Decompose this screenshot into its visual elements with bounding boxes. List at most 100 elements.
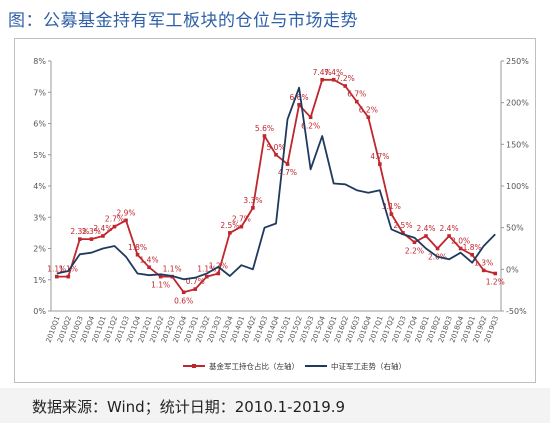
data-label: 2.9% <box>116 208 135 217</box>
series-1-marker <box>181 290 186 295</box>
series-1-marker <box>239 224 244 229</box>
data-label: 2.5% <box>220 221 239 230</box>
data-label: 1.1% <box>59 265 78 274</box>
left-tick-label: 6% <box>33 120 46 129</box>
right-tick-label: 50% <box>506 224 524 233</box>
left-tick-label: 1% <box>33 276 46 285</box>
data-label: 2.5% <box>393 221 412 230</box>
chart-container: 0% 1% 2% 3% 4% 5% 6% 7% 8% -50% 0% 50% 100% 150% 200% 2… <box>14 38 536 383</box>
series-1-marker <box>228 231 232 235</box>
series-1-marker <box>320 77 324 82</box>
series-1-marker <box>112 224 117 229</box>
series-1-marker <box>262 134 267 138</box>
chart-svg: 0% 1% 2% 3% 4% 5% 6% 7% 8% -50% 0% 50% 100% 150% 200% 2… <box>33 57 529 371</box>
series-1-marker <box>124 218 128 223</box>
data-label: 1.1% <box>197 265 216 274</box>
data-label: 2.4% <box>440 224 459 233</box>
series-1-marker <box>354 99 359 104</box>
series-1-marker <box>389 212 394 216</box>
data-label: 1.4% <box>140 255 159 264</box>
data-label: 2.0% <box>451 237 470 246</box>
right-tick-label: 0% <box>506 265 519 274</box>
right-tick-label: 250% <box>506 57 529 66</box>
series-1-marker <box>331 77 336 82</box>
series-1-marker <box>78 237 82 241</box>
data-label: 2.3% <box>82 227 101 236</box>
data-label: 1.8% <box>128 243 147 252</box>
series-1-marker <box>401 231 405 235</box>
data-label: 5.6% <box>255 124 274 133</box>
series-1-marker <box>470 252 474 257</box>
data-label: 0.6% <box>174 296 193 305</box>
series-line-2 <box>56 86 496 281</box>
series-1-marker <box>424 234 428 238</box>
series-1-marker <box>458 246 463 251</box>
series-1-marker <box>66 274 71 279</box>
data-label: 4.7% <box>370 152 389 161</box>
legend-label-2: 中证军工走势（右轴） <box>331 361 406 371</box>
series-1-marker <box>447 234 451 238</box>
page-title: 图：公募基金持有军工板块的仓位与市场走势 <box>8 11 358 31</box>
legend-label-1: 基金军工持仓占比（左轴） <box>209 361 299 371</box>
series-1-marker <box>493 271 498 276</box>
series-1-marker <box>89 237 94 241</box>
data-label: 1.1% <box>47 265 66 274</box>
left-tick-label: 0% <box>33 307 46 316</box>
data-label: 2.7% <box>105 215 124 224</box>
series-1-marker <box>378 162 382 166</box>
right-tick-label: 200% <box>506 99 529 108</box>
series-1-marker <box>297 102 301 107</box>
series-1-marker <box>158 274 163 279</box>
series-1-marker <box>193 287 198 291</box>
series-1-marker <box>147 265 151 270</box>
series-1-marker <box>101 234 105 238</box>
data-label: 6.2% <box>359 105 378 114</box>
data-label: 2.4% <box>93 224 112 233</box>
data-label: 0.7% <box>186 277 205 286</box>
left-tick-label: 5% <box>33 151 46 160</box>
data-label: 3.3% <box>243 196 262 205</box>
right-tick-label: -50% <box>506 307 527 316</box>
data-label: 1.3% <box>474 258 493 267</box>
data-label: 1.1% <box>163 265 182 274</box>
data-label: 1.1% <box>151 281 170 290</box>
data-label: 1.2% <box>486 278 505 287</box>
series-1-marker <box>216 271 221 276</box>
series-1-marker <box>412 240 417 245</box>
left-tick-label: 7% <box>33 88 46 97</box>
data-label: 5.0% <box>266 143 285 152</box>
left-tick-label: 8% <box>33 57 46 66</box>
data-label: 1.8% <box>463 243 482 252</box>
data-label: 2.7% <box>232 215 251 224</box>
data-label: 2.4% <box>416 224 435 233</box>
right-tick-label: 100% <box>506 182 529 191</box>
data-label: 7.2% <box>336 74 355 83</box>
data-label: 6.2% <box>301 121 320 130</box>
series-1-marker <box>308 115 313 120</box>
series-1-marker <box>251 206 255 210</box>
data-label: 6.6% <box>290 93 309 102</box>
data-label: 2.3% <box>70 227 89 236</box>
series-1-marker <box>204 274 209 279</box>
data-label: 7.4% <box>324 68 343 77</box>
left-tick-label: 3% <box>33 213 46 222</box>
data-label: 4.7% <box>278 168 297 177</box>
footer-background <box>0 388 550 423</box>
data-label: 2.2% <box>405 246 424 255</box>
series-1-marker <box>54 274 59 279</box>
data-label: 6.7% <box>347 90 366 99</box>
series-1-marker <box>135 252 140 257</box>
right-tick-label: 150% <box>506 140 529 149</box>
series-1-marker <box>274 152 278 157</box>
data-label: 3.1% <box>382 202 401 211</box>
series-1-marker <box>343 84 348 88</box>
left-tick-label: 4% <box>33 182 46 191</box>
series-1-marker <box>366 115 371 120</box>
series-1-marker <box>481 268 486 273</box>
data-source-note: 数据来源：Wind；统计日期：2010.1-2019.9 <box>32 398 346 416</box>
series-1-marker <box>285 162 290 166</box>
legend-marker <box>192 364 196 368</box>
left-tick-label: 2% <box>33 245 46 254</box>
data-label: 7.4% <box>313 68 332 77</box>
series-1-marker <box>435 246 440 251</box>
